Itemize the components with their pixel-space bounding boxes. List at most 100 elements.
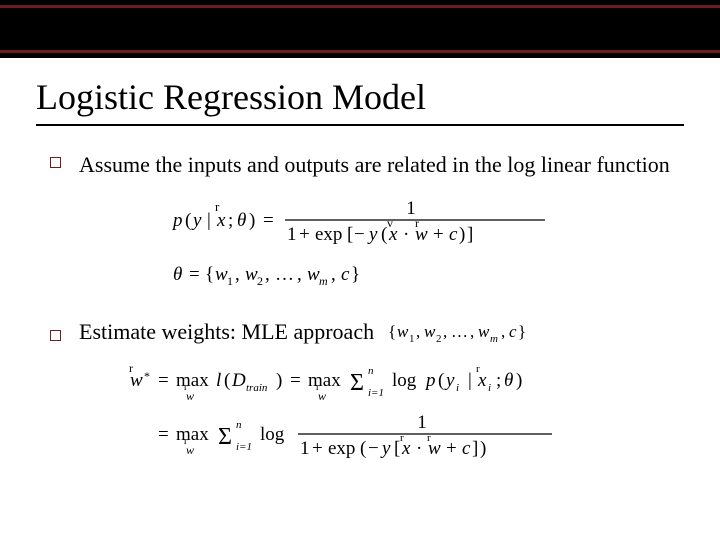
svg-text:): ) xyxy=(276,370,282,391)
svg-text:r: r xyxy=(415,216,419,230)
svg-text:·: · xyxy=(416,438,422,459)
svg-text:exp: exp xyxy=(315,224,342,245)
svg-text:n: n xyxy=(368,365,374,377)
svg-text:c: c xyxy=(462,438,471,459)
svg-text:r: r xyxy=(400,432,404,444)
svg-text:+: + xyxy=(433,224,444,245)
svg-text:1: 1 xyxy=(409,333,415,345)
svg-text:;: ; xyxy=(228,210,233,231)
svg-text:D: D xyxy=(231,370,246,391)
svg-text:exp: exp xyxy=(328,438,355,459)
svg-text:1: 1 xyxy=(287,224,297,245)
svg-text:m: m xyxy=(319,274,328,288)
svg-text:r: r xyxy=(476,363,480,375)
svg-text:v: v xyxy=(387,216,393,230)
svg-text:): ) xyxy=(249,210,255,231)
svg-text:i: i xyxy=(456,382,459,394)
theta-inline-set: { w 1 , w 2 , … , w m , c } xyxy=(386,319,546,345)
svg-text:{: { xyxy=(205,264,214,285)
svg-text:2: 2 xyxy=(436,333,442,345)
square-bullet-icon xyxy=(50,157,61,168)
svg-text:i: i xyxy=(488,382,491,394)
svg-text:(: ( xyxy=(360,438,366,459)
svg-text:,: , xyxy=(501,322,505,341)
svg-text:log: log xyxy=(260,424,285,445)
svg-text:w: w xyxy=(478,322,490,341)
bullet-2: Estimate weights: MLE approach { w 1 , w… xyxy=(36,317,684,347)
svg-text:θ: θ xyxy=(504,370,513,391)
svg-text:{: { xyxy=(388,322,396,341)
svg-text:−: − xyxy=(354,224,365,245)
svg-text:y: y xyxy=(191,210,202,231)
svg-text:c: c xyxy=(509,322,517,341)
top-decoration-bar xyxy=(0,0,720,58)
svg-text:): ) xyxy=(459,224,465,245)
square-bullet-icon xyxy=(50,330,61,341)
svg-text:,: , xyxy=(416,322,420,341)
svg-text:=: = xyxy=(290,370,301,391)
svg-text:·: · xyxy=(403,224,409,245)
svg-text:r: r xyxy=(427,432,431,444)
bullet-1: Assume the inputs and outputs are relate… xyxy=(36,150,684,180)
svg-text:train: train xyxy=(246,382,268,394)
slide-body: Logistic Regression Model Assume the inp… xyxy=(0,58,720,481)
svg-text:i=1: i=1 xyxy=(368,387,384,399)
svg-text:): ) xyxy=(480,438,486,459)
svg-text:θ: θ xyxy=(237,210,246,231)
svg-text:1: 1 xyxy=(300,438,310,459)
svg-text:log: log xyxy=(392,370,417,391)
svg-text:=: = xyxy=(189,264,200,285)
svg-text:+: + xyxy=(312,438,323,459)
svg-text:*: * xyxy=(144,369,150,383)
svg-text:}: } xyxy=(351,264,360,285)
svg-text:w: w xyxy=(424,322,436,341)
svg-text:,: , xyxy=(235,264,240,285)
bullet-2-text: Estimate weights: MLE approach xyxy=(79,317,374,347)
svg-text:…: … xyxy=(451,322,468,341)
svg-text:2: 2 xyxy=(257,274,263,288)
svg-text:1: 1 xyxy=(417,412,427,433)
svg-text:+: + xyxy=(299,224,310,245)
svg-text:p: p xyxy=(424,370,436,391)
svg-text:m: m xyxy=(490,333,498,345)
slide-title: Logistic Regression Model xyxy=(36,76,684,126)
svg-text:i=1: i=1 xyxy=(236,441,252,453)
svg-text:,: , xyxy=(470,322,474,341)
svg-text:Σ: Σ xyxy=(218,424,232,450)
svg-text:…: … xyxy=(275,264,294,285)
svg-text:−: − xyxy=(368,438,379,459)
bullet-1-text: Assume the inputs and outputs are relate… xyxy=(79,150,670,180)
svg-text:Σ: Σ xyxy=(350,370,364,396)
svg-text:1: 1 xyxy=(227,274,233,288)
svg-text:n: n xyxy=(236,419,242,431)
svg-text:|: | xyxy=(207,210,211,231)
svg-text:(: ( xyxy=(224,370,230,391)
svg-text:y: y xyxy=(367,224,378,245)
svg-text:=: = xyxy=(263,210,274,231)
svg-text:+: + xyxy=(446,438,457,459)
svg-text:c: c xyxy=(449,224,458,245)
equation-prob: p ( y | x r ; θ ) = 1 1 + exp [ − y ( xyxy=(36,194,684,299)
svg-text:=: = xyxy=(158,424,169,445)
svg-text:}: } xyxy=(518,322,526,341)
svg-text:max: max xyxy=(308,370,341,391)
svg-text:θ: θ xyxy=(173,264,182,285)
svg-text:]: ] xyxy=(467,224,473,245)
svg-text:,: , xyxy=(331,264,336,285)
svg-text:;: ; xyxy=(496,370,501,391)
svg-text:w: w xyxy=(397,322,409,341)
svg-text:l: l xyxy=(216,370,221,391)
svg-text:|: | xyxy=(468,370,472,391)
svg-text:,: , xyxy=(297,264,302,285)
svg-text:): ) xyxy=(516,370,522,391)
svg-text:,: , xyxy=(265,264,270,285)
svg-text:max: max xyxy=(176,370,209,391)
svg-text:(: ( xyxy=(438,370,444,391)
svg-text:max: max xyxy=(176,424,209,445)
svg-text:y: y xyxy=(444,370,455,391)
svg-text:,: , xyxy=(443,322,447,341)
svg-text:(: ( xyxy=(185,210,191,231)
svg-text:p: p xyxy=(171,210,183,231)
equation-mle: w r * = max w r l ( D train ) = max w r … xyxy=(36,356,684,481)
svg-text:r: r xyxy=(129,361,133,375)
